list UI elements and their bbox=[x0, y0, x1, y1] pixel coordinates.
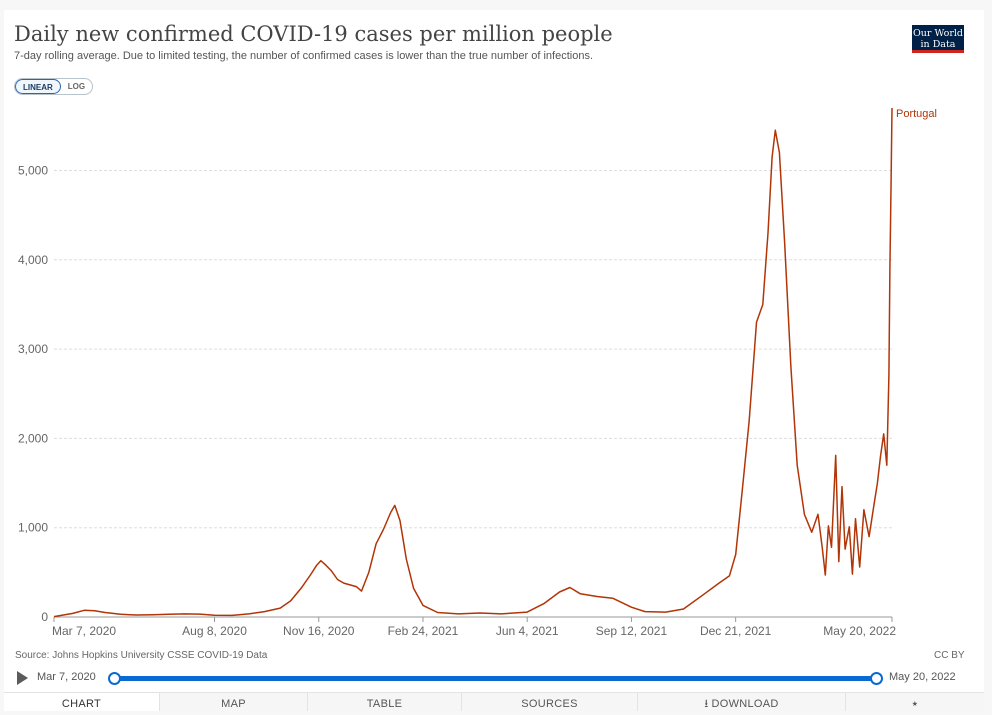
chart-subtitle: 7-day rolling average. Due to limited te… bbox=[14, 50, 594, 62]
x-tick-label: Feb 24, 2021 bbox=[388, 624, 459, 638]
y-tick-label: 2,000 bbox=[18, 431, 48, 445]
series-end-label: Portugal bbox=[896, 108, 937, 120]
share-icon: ⭑ bbox=[911, 698, 919, 710]
timeline-end-label: May 20, 2022 bbox=[889, 671, 956, 683]
y-tick-label: 4,000 bbox=[18, 253, 48, 267]
x-tick-labels: Mar 7, 2020 Aug 8, 2020 Nov 16, 2020 Feb 24… bbox=[52, 617, 896, 638]
license-link[interactable]: CC BY bbox=[934, 650, 965, 661]
source-note: Source: Johns Hopkins University CSSE CO… bbox=[15, 650, 268, 661]
tab-map[interactable]: MAP bbox=[160, 693, 308, 711]
tab-sources[interactable]: SOURCES bbox=[462, 693, 638, 711]
line-chart: 0 1,000 2,000 3,000 4,000 5,000 Mar 7, 2020 Au… bbox=[18, 107, 937, 638]
x-tick-label: Jun 4, 2021 bbox=[496, 624, 559, 638]
scale-toggle: LINEAR LOG bbox=[14, 78, 94, 95]
chart-card: Daily new confirmed COVID-19 cases per m… bbox=[4, 10, 984, 711]
y-tick-label: 3,000 bbox=[18, 342, 48, 356]
tab-bar: CHART MAP TABLE SOURCES ⭳ DOWNLOAD ⭑ bbox=[4, 692, 984, 711]
x-tick-label: May 20, 2022 bbox=[823, 624, 896, 638]
series-layer: Portugal bbox=[53, 107, 937, 618]
timeline: Mar 7, 2020 May 20, 2022 bbox=[4, 668, 984, 690]
logo-line-2: in Data bbox=[920, 39, 956, 50]
x-tick-label: Aug 8, 2020 bbox=[182, 624, 247, 638]
download-icon: ⭳ bbox=[704, 698, 709, 710]
scale-linear-button[interactable]: LINEAR bbox=[15, 79, 61, 94]
logo-line-1: Our World bbox=[913, 28, 963, 39]
timeline-end-handle[interactable] bbox=[870, 672, 883, 685]
x-tick-label: Mar 7, 2020 bbox=[52, 624, 116, 638]
play-icon[interactable] bbox=[17, 671, 28, 685]
tab-table[interactable]: TABLE bbox=[308, 693, 462, 711]
tab-download[interactable]: ⭳ DOWNLOAD bbox=[638, 693, 846, 711]
x-tick-label: Nov 16, 2020 bbox=[283, 624, 355, 638]
tab-share[interactable]: ⭑ bbox=[846, 693, 984, 711]
download-label: DOWNLOAD bbox=[711, 698, 779, 710]
timeline-start-label: Mar 7, 2020 bbox=[37, 671, 96, 683]
timeline-track[interactable] bbox=[114, 676, 877, 681]
y-tick-label: 0 bbox=[41, 610, 48, 624]
scale-log-button[interactable]: LOG bbox=[67, 82, 86, 91]
y-tick-label: 5,000 bbox=[18, 164, 48, 178]
tab-chart[interactable]: CHART bbox=[4, 693, 160, 711]
y-tick-label: 1,000 bbox=[18, 521, 48, 535]
owid-logo[interactable]: Our World in Data bbox=[912, 25, 964, 53]
grid-lines bbox=[54, 170, 892, 618]
y-tick-labels: 0 1,000 2,000 3,000 4,000 5,000 bbox=[18, 164, 48, 624]
chart-title: Daily new confirmed COVID-19 cases per m… bbox=[14, 22, 613, 46]
x-tick-label: Sep 12, 2021 bbox=[596, 624, 668, 638]
series-line-portugal[interactable] bbox=[53, 107, 893, 618]
x-tick-label: Dec 21, 2021 bbox=[700, 624, 772, 638]
timeline-start-handle[interactable] bbox=[108, 672, 121, 685]
